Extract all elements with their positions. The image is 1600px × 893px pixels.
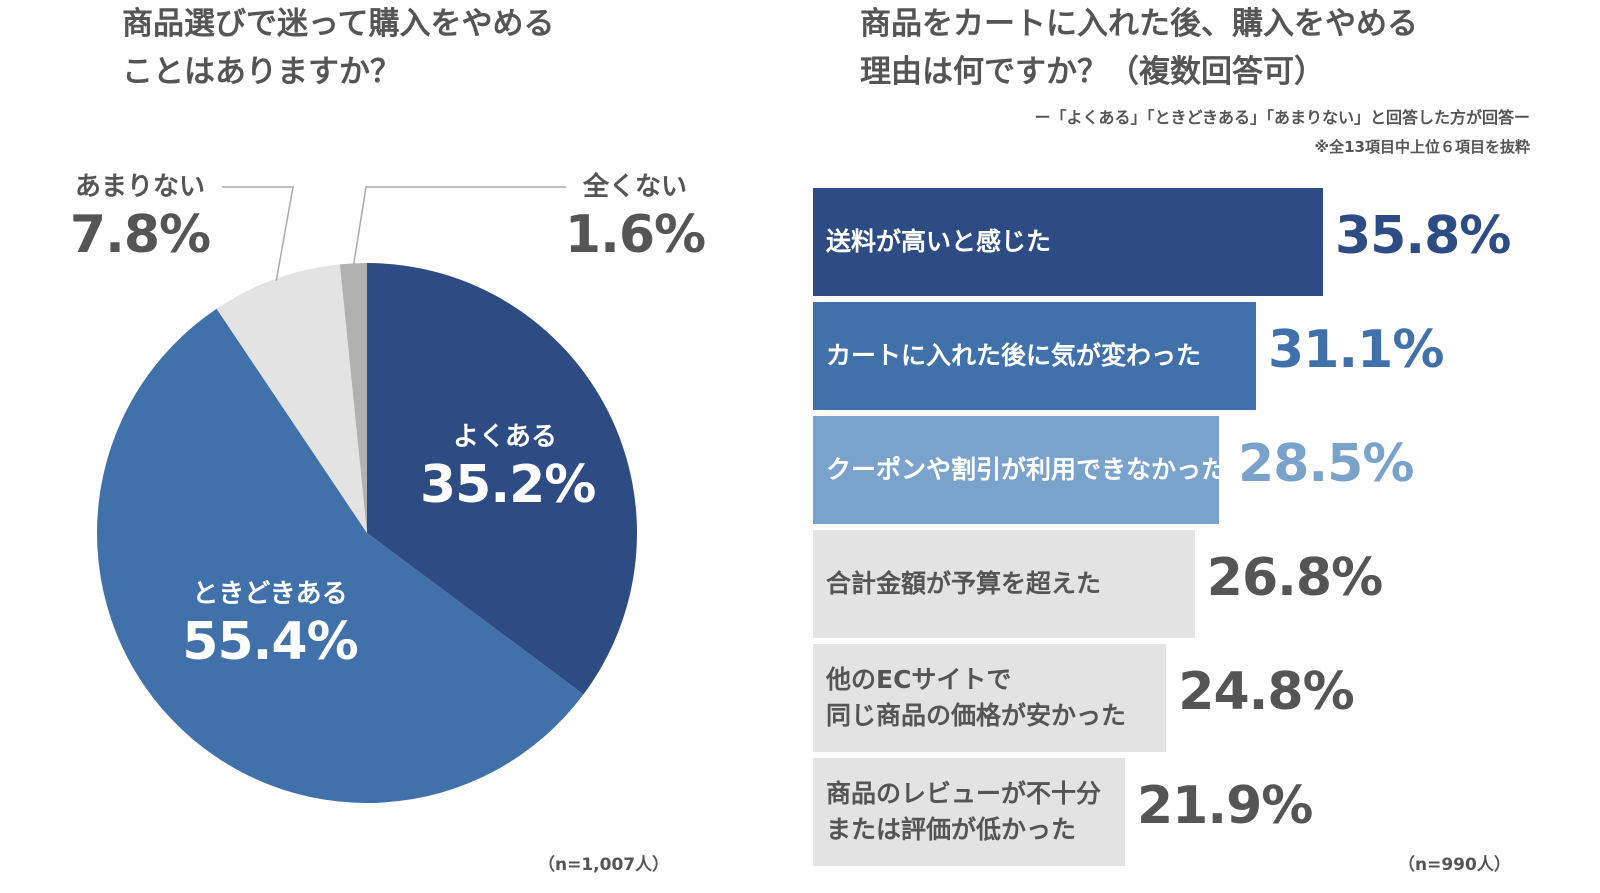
pie-label-value: 1.6% [564, 205, 706, 265]
pie-slice-yokuaru [367, 263, 637, 695]
left-title-line1: 商品選びで迷って購入をやめる [122, 6, 555, 42]
bar-value-3: 28.5% [1238, 434, 1414, 494]
pie-label-value: 35.2% [420, 455, 596, 515]
right-title-line2: 理由は何ですか？（複数回答可） [860, 54, 1325, 90]
pie-chart [96, 186, 637, 803]
bar-3 [813, 416, 1219, 524]
bar-label-4: 合計金額が予算を超えた [826, 569, 1102, 598]
pie-label-value: 7.8% [69, 205, 211, 265]
pie-label-value: 55.4% [182, 612, 358, 672]
pie-label-amarinai: あまりない 7.8% [55, 170, 225, 266]
bar-6 [813, 758, 1125, 866]
pie-slice-tokidoki [96, 308, 584, 803]
right-note: ※全13項目中上位６項目を抜粋 [1314, 138, 1530, 156]
bar-label-2: カートに入れた後に気が変わった [826, 341, 1202, 370]
pie-label-text: あまりない [74, 172, 205, 202]
left-sample-size: （n=1,007人） [538, 855, 670, 875]
pie-label-text: ときどきある [192, 579, 348, 609]
bar-label-3: クーポンや割引が利用できなかった [826, 455, 1227, 484]
left-title-line2: ことはありますか？ [122, 54, 401, 90]
bar-4 [813, 530, 1195, 638]
bar-value-5: 24.8% [1178, 662, 1354, 722]
left-title: 商品選びで迷って購入をやめる ことはありますか？ [122, 0, 682, 96]
bar-value-6: 21.9% [1136, 776, 1313, 836]
bar-label-5: 他のECサイトで 同じ商品の価格が安かった [826, 665, 1127, 730]
pie-label-tokidoki: ときどきある 55.4% [160, 577, 380, 673]
pie-label-yokuaru: よくある 35.2% [420, 420, 596, 516]
bar-5 [813, 644, 1167, 752]
leader-line-amarinai [222, 186, 294, 281]
bar-value-2: 31.1% [1268, 320, 1444, 380]
bar-2 [813, 302, 1257, 410]
bar-1 [813, 188, 1323, 296]
bar-label-1: 送料が高いと感じた [826, 227, 1052, 256]
pie-slice-amarinai [216, 264, 367, 533]
pie-label-text: よくある [452, 422, 557, 452]
right-title-line1: 商品をカートに入れた後、購入をやめる [860, 6, 1418, 42]
right-sample-size: （n=990人） [1398, 855, 1511, 875]
right-title: 商品をカートに入れた後、購入をやめる 理由は何ですか？（複数回答可） [860, 0, 1580, 96]
pie-label-text: 全くない [582, 172, 687, 202]
bar-value-1: 35.8% [1335, 206, 1511, 266]
right-subtitle: ー「よくある」「ときどきある」「あまりない」と回答した方が回答ー [1034, 108, 1530, 127]
leader-line-mattakunai [352, 186, 566, 266]
pie-slice-mattakunai [339, 263, 367, 533]
pie-label-mattakunai: 全くない 1.6% [560, 170, 710, 266]
bar-value-4: 26.8% [1206, 548, 1383, 608]
bar-label-6: 商品のレビューが不十分 または評価が低かった [826, 779, 1102, 844]
